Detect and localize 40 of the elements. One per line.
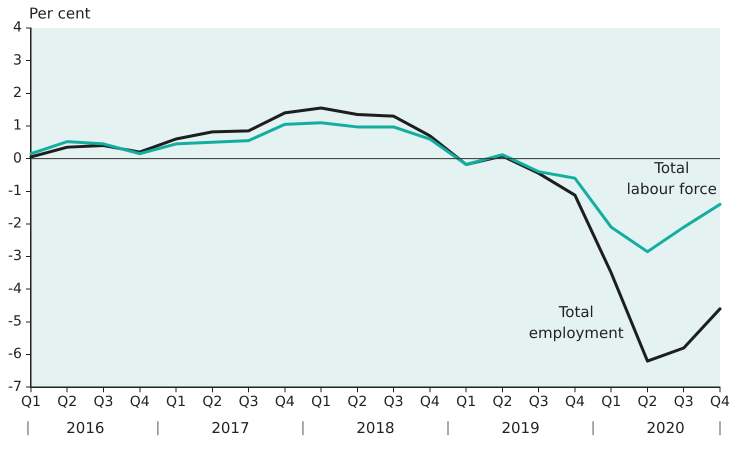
y-tick-label: -2 bbox=[8, 216, 22, 232]
x-tick-label: Q1 bbox=[601, 394, 622, 410]
x-tick-label: Q4 bbox=[710, 394, 730, 410]
y-tick-label: 4 bbox=[13, 20, 22, 36]
y-tick-label: -1 bbox=[8, 182, 22, 199]
x-tick-label: Q1 bbox=[456, 394, 476, 410]
y-tick-label: 0 bbox=[13, 150, 22, 166]
y-tick-label: -5 bbox=[8, 314, 22, 330]
series-label: Total labour force bbox=[626, 159, 717, 198]
x-tick-label: Q3 bbox=[528, 394, 549, 410]
y-tick-label: -7 bbox=[8, 378, 22, 395]
x-tick-label: Q1 bbox=[166, 394, 186, 410]
text: 2020 bbox=[646, 419, 685, 438]
y-axis-title: Per cent bbox=[28, 4, 91, 22]
x-tick-label: Q2 bbox=[347, 394, 368, 410]
x-tick-label: Q3 bbox=[674, 394, 694, 410]
x-tick-label: Q1 bbox=[311, 394, 332, 410]
text: 2019 bbox=[501, 419, 540, 438]
text: 2017 bbox=[211, 419, 250, 438]
y-tick-label: -3 bbox=[8, 248, 22, 264]
y-tick-label: 2 bbox=[13, 84, 22, 101]
x-tick-label: Q2 bbox=[202, 394, 222, 410]
x-tick-label: Q3 bbox=[94, 394, 114, 410]
text: 2018 bbox=[356, 419, 395, 438]
x-tick-label: Q4 bbox=[130, 394, 150, 410]
x-tick-label: Q2 bbox=[492, 394, 512, 410]
x-tick-label: Q2 bbox=[57, 394, 78, 410]
x-tick-label: Q4 bbox=[420, 394, 440, 410]
x-tick-label: Q3 bbox=[238, 394, 259, 410]
y-tick-label: 3 bbox=[13, 52, 22, 68]
x-tick-label: Q1 bbox=[20, 394, 41, 410]
x-tick-label: Q3 bbox=[384, 394, 404, 410]
y-tick-label: 1 bbox=[13, 118, 22, 134]
text: 2016 bbox=[66, 419, 104, 438]
y-tick-label: -6 bbox=[8, 346, 22, 362]
x-tick-label: Q4 bbox=[564, 394, 585, 410]
series-label: Total employment bbox=[528, 302, 624, 342]
x-tick-label: Q2 bbox=[638, 394, 658, 410]
y-tick-label: -4 bbox=[8, 280, 22, 297]
x-tick-label: Q4 bbox=[274, 394, 295, 410]
